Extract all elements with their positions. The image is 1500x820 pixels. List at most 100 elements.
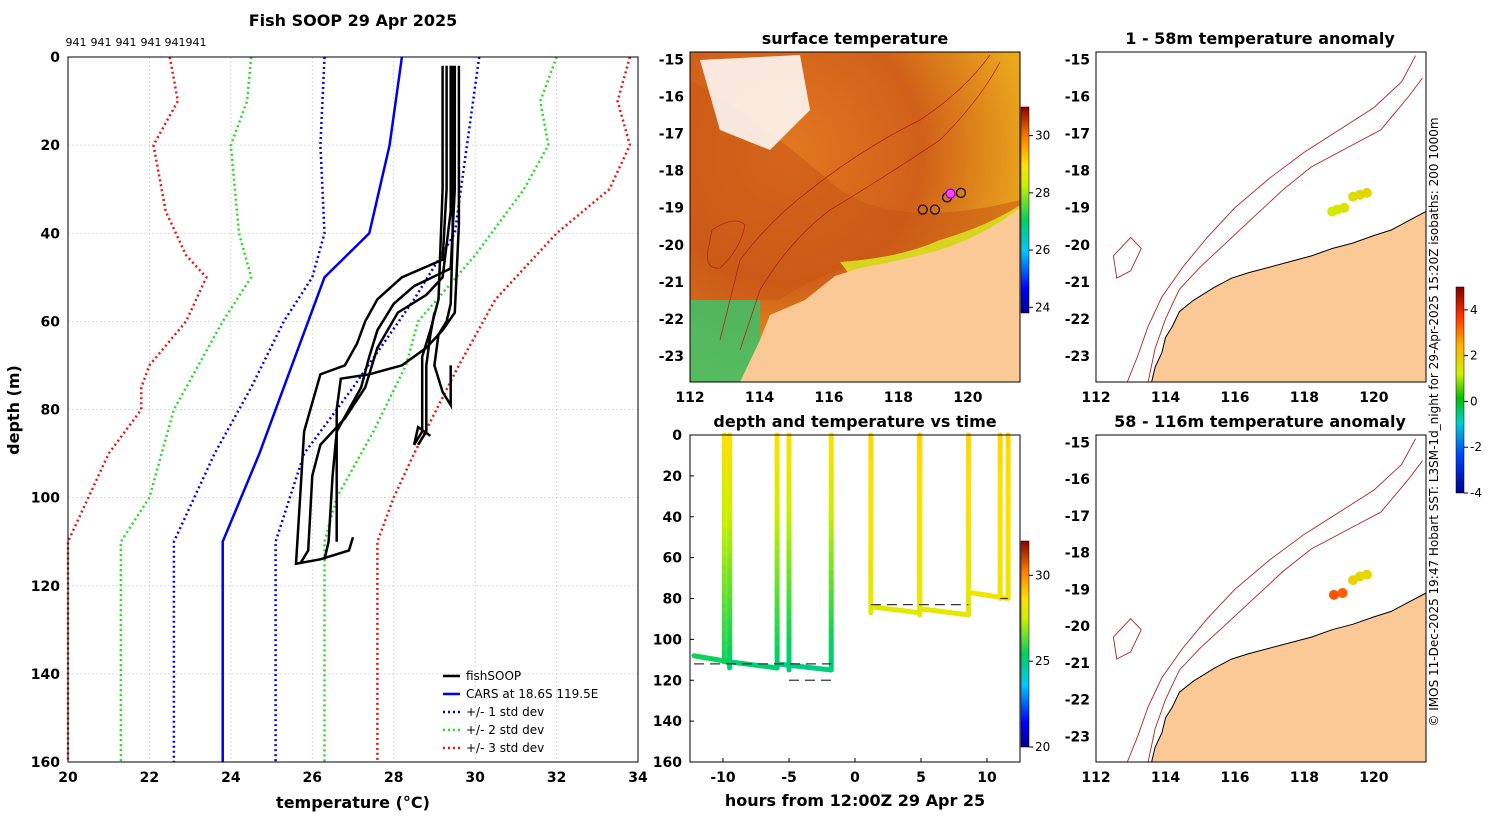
colorbar-tick-label: 4 [1470, 303, 1478, 317]
sst-title: surface temperature [762, 29, 949, 48]
sst-land [740, 208, 1020, 382]
isobath-1000 [719, 54, 991, 341]
bottom-track [868, 604, 923, 616]
island-outline [1112, 236, 1142, 279]
x-tick-label: 30 [465, 770, 485, 786]
profile-ticks: 20 22 24 26 28 30 32 34 0 20 40 60 80 100 120 140 160 [31, 50, 648, 786]
colorbar-tick-label: 24 [1035, 300, 1050, 314]
x-tick-label: 116 [1220, 390, 1249, 406]
y-tick-label: 40 [41, 226, 61, 242]
y-tick-label: 120 [31, 579, 60, 595]
profile-title: Fish SOOP 29 Apr 2025 [249, 11, 458, 30]
cloud-mask [700, 55, 810, 150]
x-tick-label: 26 [303, 770, 322, 786]
colorbar-tick-label: -4 [1470, 486, 1482, 500]
x-tick-label: 22 [140, 770, 159, 786]
y-tick-label: 0 [672, 428, 682, 444]
time-xlabel: hours from 12:00Z 29 Apr 25 [725, 791, 985, 810]
y-tick-label: -22 [1065, 693, 1090, 709]
sst-panel: surface temperature 112 114 116 118 120 -15 -1… [659, 29, 1051, 406]
y-tick-label: -23 [659, 349, 684, 365]
x-tick-label: 5 [916, 770, 926, 786]
anomaly-panel-upper: 1 - 58m temperature anomaly 112 114 116 118… [1065, 29, 1427, 406]
series-line [335, 65, 461, 542]
y-tick-label: 140 [653, 714, 682, 730]
land [1150, 592, 1427, 763]
x-tick-label: 112 [1081, 390, 1110, 406]
colorbar-tick-label: 0 [1470, 394, 1478, 408]
island-outline [707, 220, 746, 269]
anomaly-upper-title: 1 - 58m temperature anomaly [1125, 29, 1395, 48]
anomaly-point [1361, 187, 1372, 198]
y-tick-label: -19 [659, 201, 684, 217]
anomaly-lower-map [1112, 438, 1427, 763]
x-tick-label: 20 [58, 770, 78, 786]
y-tick-label: -20 [659, 238, 685, 254]
x-tick-label: 24 [221, 770, 241, 786]
y-tick-label: -16 [1065, 472, 1090, 488]
x-tick-label: 112 [675, 390, 704, 406]
top-label: 941 [116, 36, 137, 49]
x-tick-label: 114 [1151, 390, 1180, 406]
island-outline [1112, 618, 1142, 660]
series-line [376, 56, 632, 762]
series-line [294, 65, 448, 566]
sst-coastal-band [840, 205, 1020, 275]
bottom-track [774, 661, 834, 673]
sst-axes-box [689, 51, 1021, 383]
y-tick-label: -21 [659, 275, 684, 291]
colorbar-tick-label: 30 [1035, 129, 1050, 143]
sst-ticks: 112 114 116 118 120 -15 -16 -17 -18 -19 -20 -21 -22 -… [659, 52, 983, 406]
y-tick-label: 40 [663, 510, 683, 526]
anomaly-point [1337, 587, 1348, 598]
y-tick-label: -17 [659, 127, 684, 143]
top-label: 941 [66, 36, 87, 49]
legend-label: +/- 3 std dev [466, 741, 544, 755]
colorbar-tick-label: 30 [1035, 568, 1050, 582]
sst-colorbar-ticks: 24 26 28 30 [1029, 129, 1050, 314]
sst-markers [917, 187, 967, 215]
y-tick-label: -23 [1065, 349, 1090, 365]
anomaly-upper-ticks: 112 114 116 118 120 -15 -16 -17 -18 -19 -20 -21 -22 -… [1065, 52, 1389, 406]
y-tick-label: 160 [653, 755, 682, 771]
y-tick-label: -22 [1065, 312, 1090, 328]
profile-grid [67, 56, 639, 763]
anomaly-colorbar-ticks: -4 -2 0 2 4 [1464, 303, 1482, 500]
top-label: 941 [91, 36, 112, 49]
x-tick-label: 114 [1151, 770, 1180, 786]
legend-label: +/- 1 std dev [466, 705, 544, 719]
sst-cool-coastal [690, 300, 760, 382]
series-line [323, 56, 558, 762]
y-tick-label: -18 [1065, 164, 1090, 180]
y-tick-label: -23 [1065, 729, 1090, 745]
y-tick-label: 0 [50, 50, 60, 66]
x-tick-label: 112 [1081, 770, 1110, 786]
station-circle [929, 204, 940, 215]
anomaly-upper-map [1112, 55, 1427, 383]
x-tick-label: 28 [384, 770, 403, 786]
y-tick-label: -21 [1065, 656, 1090, 672]
series-line [66, 56, 208, 762]
colorbar-tick-label: 26 [1035, 243, 1050, 257]
legend-label: CARS at 18.6S 119.5E [466, 687, 598, 701]
profile-series [66, 56, 632, 762]
credit-text: © IMOS 11-Dec-2025 19:47 Hobart SST: L3S… [1427, 117, 1441, 726]
time-colorbar [1020, 540, 1030, 748]
isobath [1147, 77, 1423, 383]
legend-label: fishSOOP [466, 669, 521, 683]
y-tick-label: -18 [1065, 546, 1090, 562]
profile-panel: Fish SOOP 29 Apr 2025 941 941 941 941 94… [4, 11, 648, 812]
x-tick-label: 120 [953, 390, 982, 406]
profile-ylabel: depth (m) [4, 365, 23, 455]
y-tick-label: 100 [653, 632, 682, 648]
y-tick-label: 60 [41, 314, 61, 330]
x-tick-label: 32 [547, 770, 566, 786]
series-line [433, 65, 454, 410]
anomaly-point [1361, 569, 1372, 580]
x-tick-label: 118 [1290, 770, 1319, 786]
y-tick-label: 80 [663, 592, 683, 608]
station-circle [917, 204, 928, 215]
time-grid [690, 434, 988, 763]
isobath [1126, 55, 1416, 383]
